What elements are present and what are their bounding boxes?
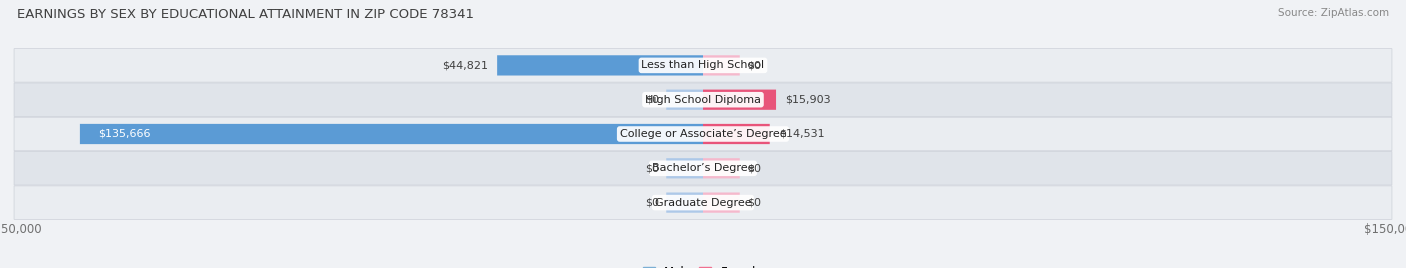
Text: $14,531: $14,531 [779, 129, 824, 139]
FancyBboxPatch shape [14, 83, 1392, 116]
FancyBboxPatch shape [14, 49, 1392, 82]
FancyBboxPatch shape [666, 158, 703, 178]
FancyBboxPatch shape [666, 192, 703, 213]
FancyBboxPatch shape [80, 124, 703, 144]
FancyBboxPatch shape [14, 152, 1392, 185]
FancyBboxPatch shape [498, 55, 703, 76]
Text: College or Associate’s Degree: College or Associate’s Degree [620, 129, 786, 139]
FancyBboxPatch shape [14, 117, 1392, 151]
Text: Bachelor’s Degree: Bachelor’s Degree [652, 163, 754, 173]
Text: $0: $0 [747, 60, 761, 70]
FancyBboxPatch shape [703, 158, 740, 178]
FancyBboxPatch shape [14, 186, 1392, 219]
FancyBboxPatch shape [703, 124, 769, 144]
Text: $0: $0 [747, 198, 761, 208]
Text: $0: $0 [645, 163, 659, 173]
Text: Source: ZipAtlas.com: Source: ZipAtlas.com [1278, 8, 1389, 18]
Text: $0: $0 [645, 198, 659, 208]
Text: $0: $0 [645, 95, 659, 105]
Text: $0: $0 [747, 163, 761, 173]
Text: $135,666: $135,666 [98, 129, 150, 139]
Legend: Male, Female: Male, Female [643, 266, 763, 268]
Text: $44,821: $44,821 [441, 60, 488, 70]
Text: EARNINGS BY SEX BY EDUCATIONAL ATTAINMENT IN ZIP CODE 78341: EARNINGS BY SEX BY EDUCATIONAL ATTAINMEN… [17, 8, 474, 21]
Text: High School Diploma: High School Diploma [645, 95, 761, 105]
Text: Less than High School: Less than High School [641, 60, 765, 70]
FancyBboxPatch shape [666, 90, 703, 110]
FancyBboxPatch shape [703, 55, 740, 76]
FancyBboxPatch shape [703, 90, 776, 110]
Text: $15,903: $15,903 [785, 95, 831, 105]
Text: Graduate Degree: Graduate Degree [655, 198, 751, 208]
FancyBboxPatch shape [703, 192, 740, 213]
